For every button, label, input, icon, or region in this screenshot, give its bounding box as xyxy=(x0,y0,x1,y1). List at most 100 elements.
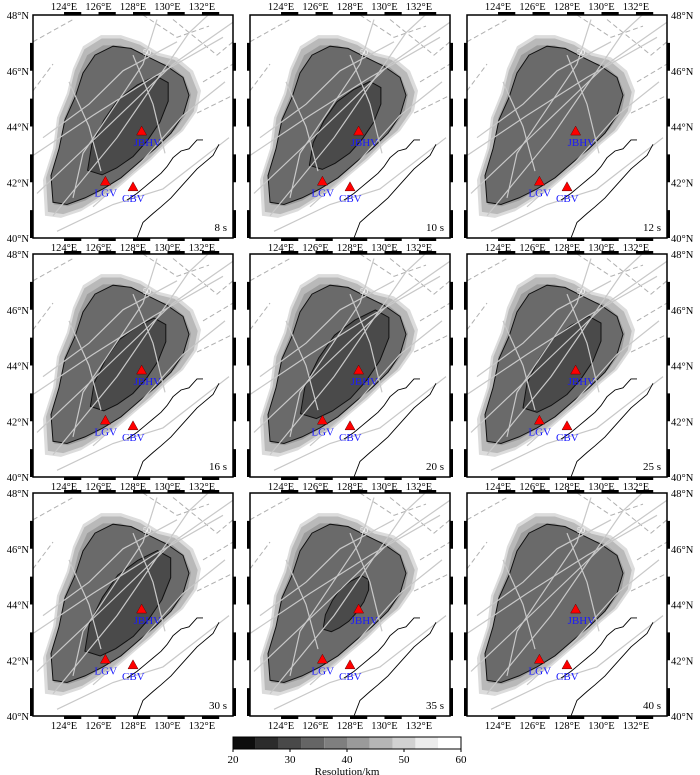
colorbar-swatch xyxy=(347,737,370,749)
border-line xyxy=(560,139,637,201)
volcano-label: LGV xyxy=(94,426,117,438)
longitude-tick-label: 124°E xyxy=(485,2,511,13)
volcano-label: LGV xyxy=(311,187,334,199)
fault-line xyxy=(526,559,660,686)
colorbar-tick-label: 60 xyxy=(456,754,468,766)
contour-label: 50 xyxy=(143,287,151,296)
dashed-fault-line xyxy=(413,94,450,114)
fault-line xyxy=(269,254,427,456)
coastline xyxy=(570,383,654,477)
coastline xyxy=(136,622,220,716)
fault-line xyxy=(72,258,158,438)
volcano-label: LGV xyxy=(311,426,334,438)
latitude-tick-label: 44°N xyxy=(671,362,694,373)
latitude-tick-label: 40°N xyxy=(7,712,30,723)
colorbar-swatch xyxy=(233,737,256,749)
volcano-icon xyxy=(561,420,573,431)
volcano-icon xyxy=(533,653,545,664)
fault-line xyxy=(566,54,600,154)
dashed-fault-line xyxy=(196,333,233,353)
volcano-icon xyxy=(316,414,328,425)
dashed-fault-line xyxy=(630,333,667,353)
latitude-tick-label: 42°N xyxy=(7,178,30,189)
fault-line xyxy=(285,559,319,650)
volcano-icon xyxy=(316,653,328,664)
fault-line xyxy=(273,376,447,471)
longitude-tick-label: 130°E xyxy=(371,482,397,493)
colorbar-swatch xyxy=(415,737,439,749)
fault-line xyxy=(566,532,600,632)
border-line xyxy=(126,617,203,679)
dashed-fault-line xyxy=(359,254,427,277)
coastline xyxy=(353,622,437,716)
longitude-tick-label: 126°E xyxy=(302,2,328,13)
longitude-tick-label: 128°E xyxy=(554,721,580,732)
volcano-label: LGV xyxy=(528,426,551,438)
latitude-tick-label: 46°N xyxy=(7,67,30,78)
volcano-icon xyxy=(344,181,356,192)
longitude-tick-label: 128°E xyxy=(120,482,146,493)
fault-line xyxy=(250,514,441,634)
fault-line xyxy=(349,54,383,154)
volcano-label: JBHV xyxy=(134,137,162,149)
fault-line xyxy=(68,81,102,172)
dashed-fault-line xyxy=(202,541,233,561)
longitude-tick-label: 128°E xyxy=(120,243,146,254)
longitude-tick-label: 128°E xyxy=(554,482,580,493)
colorbar-swatch xyxy=(278,737,302,749)
volcano-icon xyxy=(570,603,582,614)
border-line xyxy=(560,378,637,440)
volcano-icon xyxy=(127,181,139,192)
dashed-fault-line xyxy=(606,497,667,534)
fault-line xyxy=(92,81,226,208)
volcano-icon xyxy=(99,414,111,425)
frame-ticks xyxy=(247,251,453,480)
latitude-tick-label: 42°N xyxy=(7,656,30,667)
fault-line xyxy=(490,615,664,710)
latitude-tick-label: 48°N xyxy=(7,489,30,500)
latitude-tick-label: 46°N xyxy=(7,545,30,556)
longitude-tick-label: 124°E xyxy=(268,721,294,732)
volcano-label: LGV xyxy=(311,665,334,677)
map-panel-6: 50 JBHV LGV CBV 124°E 126°E 128°E 130°E 132°E 40°… xyxy=(464,250,694,493)
longitude-tick-label: 126°E xyxy=(519,2,545,13)
volcano-label: CBV xyxy=(122,193,145,205)
longitude-tick-label: 126°E xyxy=(302,482,328,493)
longitude-tick-label: 124°E xyxy=(268,482,294,493)
dashed-fault-line xyxy=(172,258,233,295)
contour-label: 50 xyxy=(360,287,368,296)
dashed-fault-line xyxy=(389,19,450,56)
volcano-icon xyxy=(561,659,573,670)
fault-line xyxy=(285,320,319,411)
dashed-fault-line xyxy=(33,541,54,570)
dashed-fault-line xyxy=(202,302,233,322)
fault-line xyxy=(470,21,667,194)
fault-line xyxy=(467,275,658,395)
fault-line xyxy=(502,559,536,650)
fault-line xyxy=(259,519,395,617)
volcano-label: JBHV xyxy=(568,137,596,149)
fault-line xyxy=(476,280,612,378)
fault-line xyxy=(132,532,166,632)
longitude-tick-label: 132°E xyxy=(406,2,432,13)
dashed-fault-line xyxy=(576,254,644,277)
colorbar-tick-label: 20 xyxy=(228,754,240,766)
contour-30km xyxy=(308,80,382,170)
volcano-icon xyxy=(316,175,328,186)
coastline xyxy=(136,144,220,238)
colorbar-swatch xyxy=(392,737,416,749)
fault-line xyxy=(506,258,592,438)
volcano-label: LGV xyxy=(528,187,551,199)
longitude-tick-label: 128°E xyxy=(120,2,146,13)
longitude-tick-label: 124°E xyxy=(51,721,77,732)
longitude-tick-label: 132°E xyxy=(623,2,649,13)
longitude-tick-label: 130°E xyxy=(154,721,180,732)
fault-line xyxy=(253,499,450,672)
frame-ticks xyxy=(464,12,670,241)
fault-line xyxy=(273,137,447,232)
longitude-tick-label: 126°E xyxy=(85,2,111,13)
frame-ticks xyxy=(247,12,453,241)
dashed-fault-line xyxy=(419,63,450,83)
fault-line xyxy=(253,260,450,433)
map-panel-8: 50 JBHV LGV CBV 124°E 126°E 128°E 130°E 132°E 35 … xyxy=(247,490,453,732)
